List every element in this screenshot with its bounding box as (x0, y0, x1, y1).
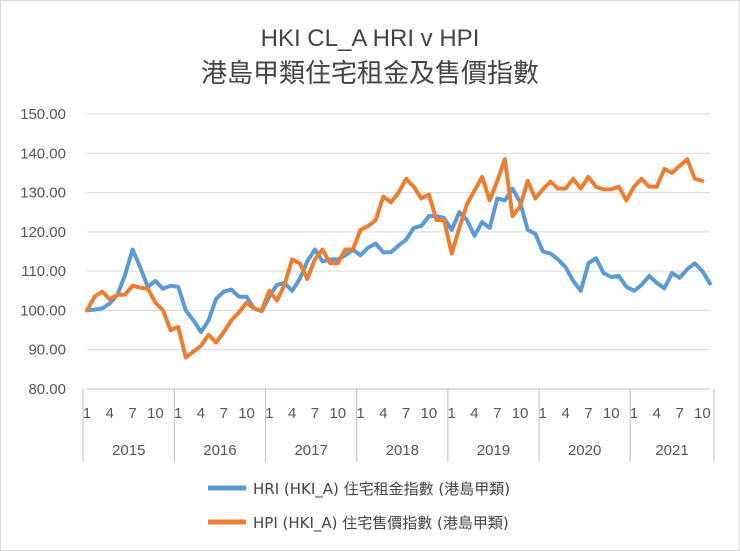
x-tick-label: 7 (311, 405, 319, 422)
x-tick-label: 1 (448, 405, 456, 422)
x-year-label: 2015 (112, 442, 145, 459)
x-tick-label: 1 (265, 405, 273, 422)
x-tick-label: 10 (147, 405, 164, 422)
y-axis-tick-labels: 80.00 90.00 100.00 110.00 120.00 130.00 140.00… (20, 106, 66, 398)
chart-subtitle: 港島甲類住宅租金及售價指數 (201, 59, 539, 89)
y-tick-label: 140.00 (20, 145, 66, 162)
series-lines (85, 157, 712, 360)
x-tick-label: 10 (603, 405, 620, 422)
legend-label-hpi: HPI (HKI_A) 住宅售價指數 (港島甲類) (253, 514, 509, 533)
x-tick-label: 10 (421, 405, 438, 422)
x-tick-label: 1 (356, 405, 364, 422)
y-tick-label: 150.00 (20, 106, 66, 123)
x-tick-label: 4 (653, 405, 661, 422)
x-tick-label: 1 (83, 405, 91, 422)
x-tick-label: 4 (106, 405, 114, 422)
y-tick-label: 110.00 (21, 263, 66, 280)
x-year-label: 2020 (568, 442, 601, 459)
x-year-label: 2021 (655, 442, 688, 459)
y-tick-label: 80.00 (28, 381, 66, 398)
legend-label-hri: HRI (HKI_A) 住宅租金指數 (港島甲類) (253, 480, 510, 499)
x-tick-label: 7 (402, 405, 410, 422)
y-tick-label: 100.00 (20, 302, 66, 319)
x-tick-label: 1 (174, 405, 182, 422)
y-tick-label: 120.00 (20, 224, 66, 241)
x-tick-label: 10 (694, 405, 711, 422)
x-tick-label: 1 (630, 405, 638, 422)
x-year-label: 2018 (386, 442, 419, 459)
x-tick-label: 7 (584, 405, 592, 422)
y-tick-label: 90.00 (28, 342, 66, 359)
x-tick-label: 10 (238, 405, 255, 422)
series-line-hri (85, 186, 712, 334)
x-tick-label: 4 (470, 405, 478, 422)
x-tick-label: 10 (329, 405, 346, 422)
x-tick-label: 7 (493, 405, 501, 422)
x-year-label: 2019 (477, 442, 510, 459)
x-year-label: 2017 (294, 442, 327, 459)
x-tick-label: 4 (379, 405, 387, 422)
x-year-label: 2016 (203, 442, 236, 459)
x-tick-label: 1 (539, 405, 547, 422)
x-tick-label: 7 (128, 405, 136, 422)
x-tick-label: 4 (288, 405, 296, 422)
x-tick-label: 4 (561, 405, 569, 422)
chart-title: HKI CL_A HRI v HPI (261, 25, 480, 52)
legend: HRI (HKI_A) 住宅租金指數 (港島甲類) HPI (HKI_A) 住宅… (208, 480, 510, 533)
y-tick-label: 130.00 (20, 185, 66, 202)
x-tick-label: 7 (675, 405, 683, 422)
x-tick-label: 10 (512, 405, 529, 422)
x-tick-label: 7 (220, 405, 228, 422)
series-line-hpi (85, 157, 705, 360)
x-tick-label: 4 (197, 405, 205, 422)
